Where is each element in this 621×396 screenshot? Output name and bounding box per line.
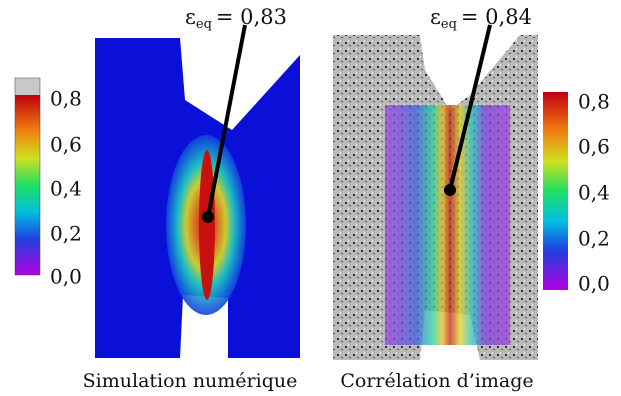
simulation-image [95, 24, 300, 358]
tick-label: 0,8 [578, 90, 610, 114]
tick-label: 0,2 [578, 227, 610, 251]
tick-label: 0,0 [50, 265, 82, 289]
tick-label: 0,8 [50, 87, 82, 111]
tick-label: 0,4 [50, 177, 82, 201]
symbol: ε [185, 5, 196, 29]
caption: Simulation numérique [83, 370, 298, 392]
subscript: eq [196, 17, 212, 32]
tick-label: 0,2 [50, 222, 82, 246]
tick-label: 0,4 [578, 181, 610, 205]
caption: Corrélation d’image [340, 370, 533, 392]
colorbar-right: 0,0 0,2 0,4 0,6 0,8 [543, 90, 610, 296]
tick-label: 0,6 [50, 133, 82, 157]
colorbar-left: 0,0 0,2 0,4 0,6 0,8 [14, 77, 82, 289]
symbol: ε [430, 5, 441, 29]
tick-label: 0,0 [578, 272, 610, 296]
tick-label: 0,6 [578, 135, 610, 159]
subscript: eq [441, 17, 457, 32]
annotation: εeq = 0,83 [185, 5, 287, 32]
value: = 0,83 [216, 5, 287, 29]
correlation-image [333, 24, 538, 360]
value: = 0,84 [461, 5, 532, 29]
annotation: εeq = 0,84 [430, 5, 532, 32]
